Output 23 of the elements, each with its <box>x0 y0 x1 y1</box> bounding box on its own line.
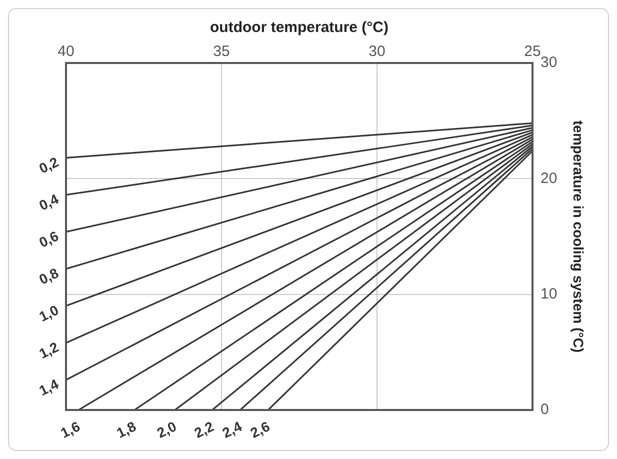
y-tick-label: 0 <box>540 401 549 418</box>
x-tick-label: 25 <box>524 43 541 60</box>
text: 0,6 <box>36 228 62 250</box>
x-tick-label: 30 <box>368 43 386 60</box>
text: 1,0 <box>36 302 62 325</box>
y-axis-title: temperature in cooling system (°C) <box>570 120 587 352</box>
x-tick-label: 40 <box>58 43 74 60</box>
y-tick-label: 30 <box>540 54 558 72</box>
x-tick-label: 35 <box>213 43 230 60</box>
text: 2,0 <box>154 418 180 441</box>
text: 1,6 <box>58 418 83 441</box>
text: 0,8 <box>36 264 62 288</box>
y-tick-label: 20 <box>540 170 558 187</box>
text: 1,2 <box>36 338 62 362</box>
text: 0,4 <box>36 190 62 214</box>
text: 0,2 <box>36 154 62 176</box>
text: 1,8 <box>114 418 139 441</box>
text: 2,4 <box>220 418 244 441</box>
y-tick-label: 10 <box>540 285 558 302</box>
text: 2,6 <box>248 418 272 441</box>
text: 1,4 <box>36 376 62 399</box>
text: 2,2 <box>192 418 216 441</box>
x-axis-title: outdoor temperature (°C) <box>210 19 389 36</box>
